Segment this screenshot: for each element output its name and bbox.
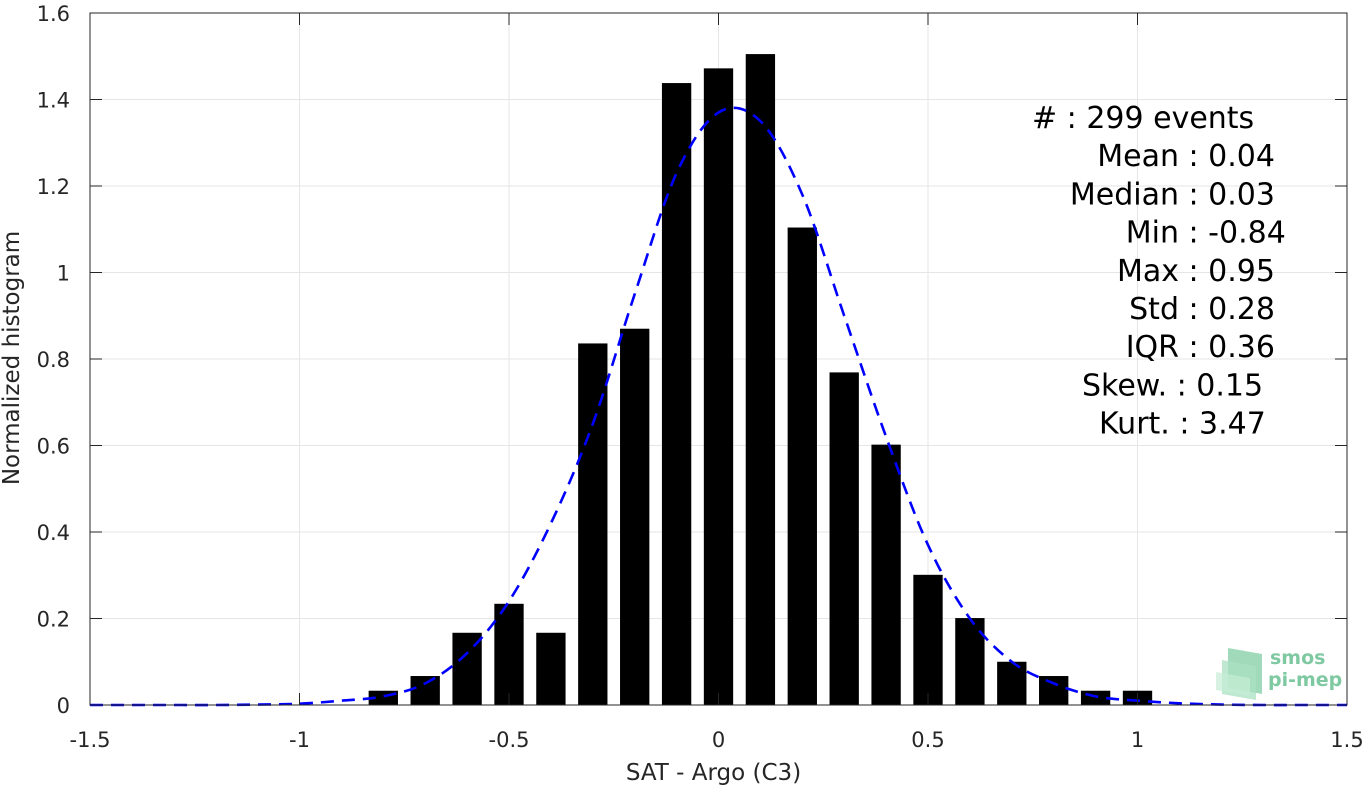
x-tick-label: -1.5 [70,728,111,752]
stats-line: IQR : 0.36 [1126,330,1275,365]
histogram-bar [1080,690,1111,705]
histogram-bar [787,227,817,705]
histogram-bars [368,54,1153,706]
stats-line: # : 299 events [1032,101,1254,136]
histogram-bar [494,603,524,705]
y-axis-title: Normalized histogram [0,231,25,485]
y-tick-label: 0 [57,694,70,718]
histogram-bar [997,661,1027,705]
histogram-bar [620,328,650,705]
histogram-bar [410,676,440,705]
stats-line: Std : 0.28 [1129,292,1275,327]
axis-ticks [89,12,1348,706]
x-tick-labels: -1.5 -1 -0.5 0 0.5 1 1.5 [70,728,1364,752]
logo-text-pi-mep: pi-mep [1268,669,1342,691]
histogram-bar [703,68,734,706]
y-tick-labels: 0 0.2 0.4 0.6 0.8 1 1.2 1.4 1.6 [37,2,70,718]
smos-pimep-logo: smos pi-mep [1216,647,1342,700]
y-tick-label: 0.8 [37,348,70,372]
logo-mark-icon [1216,648,1262,700]
histogram-bar [913,574,943,705]
histogram-bar [745,54,776,705]
y-tick-label: 1 [57,262,70,286]
stats-line: Median : 0.03 [1070,177,1275,212]
x-tick-label: 0 [712,728,725,752]
histogram-bar [871,444,901,705]
y-tick-label: 1.4 [37,89,70,113]
fit-curve-line [90,106,1347,707]
histogram-bar [829,372,859,705]
stats-line: Skew. : 0.15 [1082,368,1263,403]
x-tick-label: -1 [289,728,310,752]
stats-line: Mean : 0.04 [1097,139,1275,174]
y-tick-label: 1.6 [37,2,70,26]
x-tick-label: 1.5 [1330,728,1363,752]
x-tick-label: -0.5 [489,728,530,752]
stats-line: Max : 0.95 [1117,254,1275,289]
y-tick-label: 0.6 [37,435,70,459]
stats-line: Min : -0.84 [1126,216,1286,251]
x-tick-label: 0.5 [911,728,944,752]
logo-text-smos: smos [1270,647,1325,669]
histogram-bar [578,343,608,705]
x-tick-label: 1 [1131,728,1144,752]
histogram-bar [661,83,692,705]
x-axis-title: SAT - Argo (C3) [626,760,801,786]
y-tick-label: 1.2 [37,175,70,199]
stats-line: Kurt. : 3.47 [1099,407,1266,442]
y-tick-label: 0.4 [37,521,70,545]
histogram-bar [536,632,566,705]
y-tick-label: 0.2 [37,608,70,632]
histogram-bar [1039,676,1069,705]
